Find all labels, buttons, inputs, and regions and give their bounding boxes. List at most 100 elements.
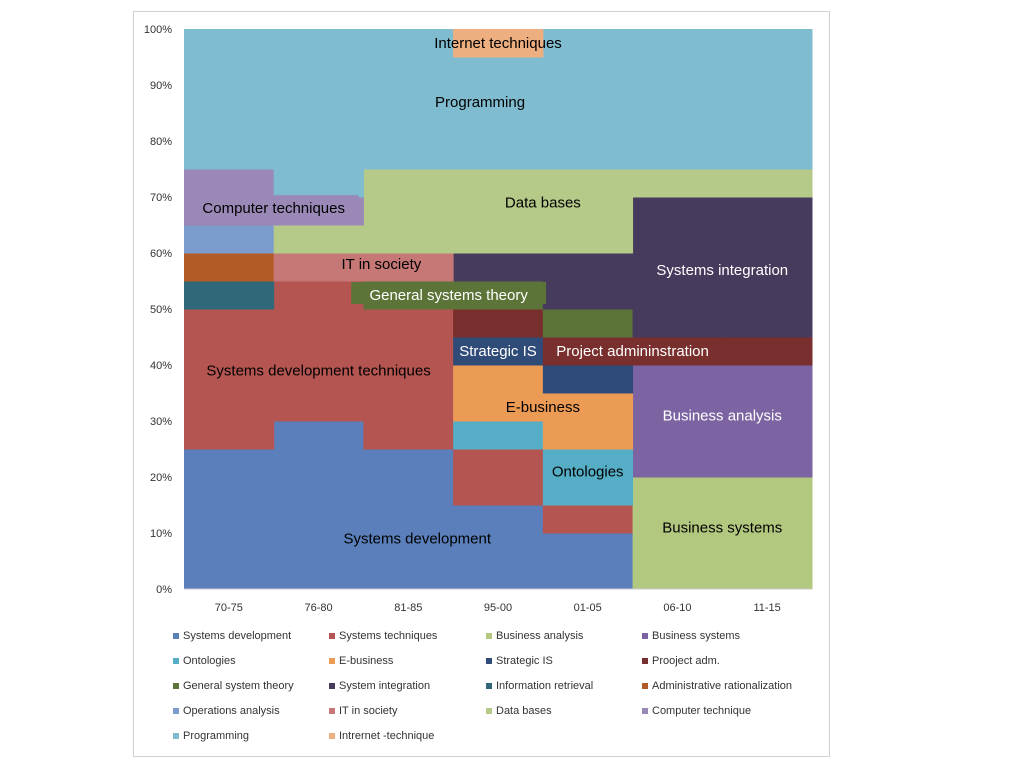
area-segment-data-bases-81-85 — [363, 169, 454, 254]
area-label-bg — [188, 195, 359, 218]
area-segment-programming-70-75 — [184, 29, 275, 170]
area-segment-systems-development-01-05 — [542, 533, 634, 590]
area-segment-systems-development-81-85 — [363, 449, 454, 590]
area-segment-data-bases-11-15 — [722, 169, 813, 198]
legend-item: Systems development — [173, 630, 291, 642]
area-segment-systems-techniques-76-80 — [273, 281, 364, 422]
area-segment-systems-development-95-00 — [453, 505, 544, 590]
area-segment-business-analysis-06-10 — [632, 477, 723, 590]
area-segment-programming-95-00 — [453, 57, 544, 170]
area-label: IT in society — [341, 256, 421, 273]
legend-item: E-business — [329, 655, 393, 667]
area-segment-data-bases-01-05 — [542, 169, 634, 254]
legend-label: E-business — [339, 655, 394, 667]
area-label: Internet techniques — [434, 35, 562, 52]
area-segment-programming-01-05 — [542, 29, 634, 170]
legend-swatch — [642, 633, 648, 639]
legend-label: Programming — [183, 730, 250, 742]
area-label: Systems integration — [656, 262, 788, 279]
legend-item: Computer technique — [642, 705, 751, 717]
legend-swatch — [642, 683, 648, 689]
legend-swatch — [173, 658, 179, 664]
legend-swatch — [329, 683, 335, 689]
y-tick-label: 30% — [150, 416, 172, 428]
area-segment-systems-techniques-95-00 — [453, 449, 544, 506]
area-label: Systems development techniques — [206, 363, 430, 380]
legend-item: Operations analysis — [173, 705, 280, 717]
legend-label: Business analysis — [496, 630, 584, 642]
y-tick-label: 20% — [150, 472, 172, 484]
area-segment-e-business-01-05 — [542, 393, 634, 450]
area-segment-system-integration-06-10 — [632, 197, 723, 338]
area-segment-internet-technique-95-00 — [453, 29, 544, 58]
area-segment-system-integration-11-15 — [722, 197, 813, 338]
y-tick-label: 60% — [150, 248, 172, 260]
legend-item: General system theory — [173, 680, 294, 692]
x-tick-label: 11-15 — [753, 602, 780, 614]
legend-swatch — [642, 658, 648, 664]
legend-swatch — [173, 633, 179, 639]
area-segment-strategic-is-01-05 — [542, 365, 634, 394]
legend-label: Administrative rationalization — [652, 680, 793, 692]
legend-item: Systems techniques — [329, 630, 437, 642]
area-segment-administrative-rationalization-70-75 — [184, 253, 275, 282]
x-tick-label: 95-00 — [484, 602, 512, 614]
legend-label: Operations analysis — [183, 705, 280, 717]
y-tick-label: 100% — [144, 24, 172, 36]
area-segment-project-adm-11-15 — [722, 337, 813, 366]
legend-item: Strategic IS — [486, 655, 553, 667]
legend-swatch — [642, 708, 648, 714]
area-segment-project-adm-06-10 — [632, 337, 723, 366]
legend-swatch — [329, 658, 335, 664]
area-segment-general-system-theory-01-05 — [542, 309, 634, 338]
legend-label: Data bases — [496, 705, 552, 717]
area-segment-systems-techniques-70-75 — [184, 309, 275, 450]
area-segment-data-bases-06-10 — [632, 169, 723, 198]
legend-swatch — [329, 733, 335, 739]
x-tick-label: 70-75 — [215, 602, 243, 614]
x-tick-label: 06-10 — [663, 602, 691, 614]
area-segment-systems-techniques-81-85 — [363, 309, 454, 450]
y-tick-label: 0% — [156, 584, 172, 596]
area-segment-project-adm-95-00 — [453, 309, 544, 338]
legend-label: General system theory — [183, 680, 294, 692]
legend-item: Information retrieval — [486, 680, 593, 692]
y-tick-label: 10% — [150, 528, 172, 540]
x-tick-label: 01-05 — [574, 602, 602, 614]
area-segment-programming-11-15 — [722, 29, 813, 170]
area-segment-systems-development-70-75 — [184, 449, 275, 590]
legend-item: Business analysis — [486, 630, 583, 642]
legend-label: Ontologies — [183, 655, 236, 667]
area-segment-programming-76-80 — [273, 29, 364, 198]
legend-item: IT in society — [329, 705, 398, 717]
area-segment-systems-development-76-80 — [273, 421, 364, 590]
area-segment-it-in-society-81-85 — [363, 253, 454, 282]
x-tick-label: 76-80 — [305, 602, 333, 614]
legend-swatch — [329, 633, 335, 639]
y-tick-label: 50% — [150, 304, 172, 316]
area-segment-systems-techniques-01-05 — [542, 505, 634, 534]
legend-label: Systems techniques — [339, 630, 438, 642]
legend-item: Intrernet -technique — [329, 730, 434, 742]
area-label: Ontologies — [552, 463, 624, 480]
area-segment-it-in-society-76-80 — [273, 253, 364, 282]
area-segment-business-systems-06-10 — [632, 365, 723, 478]
area-label: Business analysis — [663, 407, 782, 424]
area-segment-strategic-is-95-00 — [453, 337, 544, 366]
y-tick-label: 90% — [150, 80, 172, 92]
legend-swatch — [173, 708, 179, 714]
y-tick-label: 70% — [150, 192, 172, 204]
legend-swatch — [486, 658, 492, 664]
legend-label: IT in society — [339, 705, 398, 717]
area-label: Business systems — [662, 519, 782, 536]
legend-swatch — [173, 733, 179, 739]
legend-item: Programming — [173, 730, 249, 742]
legend-label: Information retrieval — [496, 680, 594, 692]
legend-label: Systems development — [183, 630, 292, 642]
area-segment-programming-81-85 — [363, 29, 454, 170]
area-segment-project-adm-01-05 — [542, 337, 634, 366]
legend-swatch — [329, 708, 335, 714]
area-segment-operations-analysis-70-75 — [184, 225, 275, 254]
y-tick-label: 40% — [150, 360, 172, 372]
